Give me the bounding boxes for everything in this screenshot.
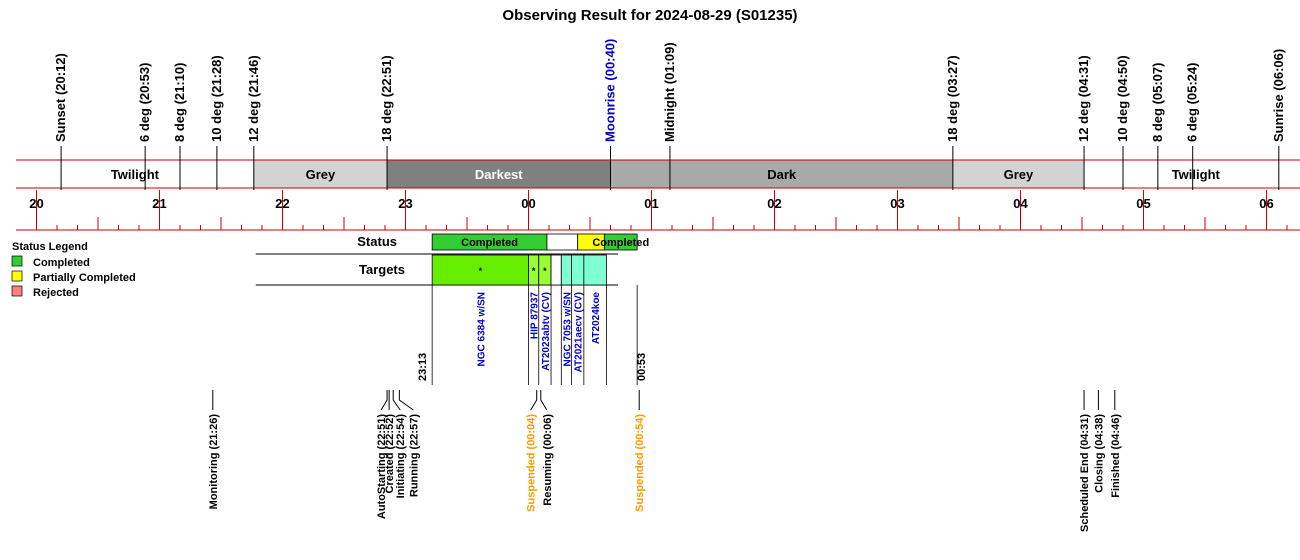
- sky-band-label: Darkest: [475, 167, 523, 182]
- operation-event-label: Resuming (00:06): [542, 414, 554, 506]
- axis-tick-label: 20: [29, 196, 43, 211]
- sky-event-label: 6 deg (05:24): [1185, 63, 1200, 142]
- status-target-rows: Status Targets Completed Completed: [255, 233, 649, 286]
- sky-event-label: Sunrise (06:06): [1271, 49, 1286, 142]
- operation-event-label: Initiating (22:54): [395, 414, 407, 499]
- target-marker: *: [543, 266, 547, 276]
- legend-swatch: [11, 270, 23, 282]
- target-name-label: AT2021aecv (CV): [574, 292, 585, 372]
- legend-swatch: [11, 285, 23, 297]
- target-bar: [583, 254, 607, 286]
- legend-swatch: [11, 255, 23, 267]
- status-segment: [546, 233, 579, 251]
- sky-event-label: 12 deg (04:31): [1076, 55, 1091, 142]
- target-bar: [431, 254, 529, 286]
- operation-event-label: Scheduled End (04:31): [1079, 414, 1091, 532]
- target-name-label: NGC 7053 w/SN: [562, 292, 573, 366]
- axis-tick-label: 00: [521, 196, 535, 211]
- sky-band-0: [16, 160, 254, 188]
- target-time-label: 23:13: [417, 353, 429, 381]
- sky-band-label: Grey: [306, 167, 336, 182]
- sky-band-2: [387, 160, 611, 188]
- sky-band-label: Grey: [1004, 167, 1034, 182]
- axis-tick-label: 21: [152, 196, 166, 211]
- sky-band-label: Twilight: [1172, 167, 1221, 182]
- axis-tick-label: 23: [398, 196, 412, 211]
- legend-label: Partially Completed: [33, 272, 136, 284]
- status-segment: [603, 233, 638, 251]
- legend-label: Completed: [33, 257, 90, 269]
- axis-tick-label: 06: [1259, 196, 1273, 211]
- axis-tick-label: 22: [275, 196, 289, 211]
- sky-event-label: 10 deg (21:28): [209, 55, 224, 142]
- axis-tick-label: 02: [767, 196, 781, 211]
- target-name-label: AT2024koe: [591, 292, 602, 345]
- axis-tick-label: 05: [1136, 196, 1150, 211]
- operation-event-line: [540, 390, 548, 411]
- operation-event-line: [392, 390, 401, 411]
- sky-event-label: Moonrise (00:40): [603, 39, 618, 142]
- target-bar: [571, 254, 585, 286]
- operation-event-label: AutoStarting (22:51): [376, 414, 388, 519]
- sky-event-label: 8 deg (21:10): [172, 63, 187, 142]
- sky-event-label: 8 deg (05:07): [1150, 63, 1165, 142]
- operation-event-label: Finished (04:46): [1110, 414, 1122, 498]
- target-name-label: HIP 87937: [530, 292, 541, 340]
- target-marker: *: [532, 266, 536, 276]
- status-legend: Status Legend Completed Partially Complete…: [11, 241, 136, 299]
- sky-event-label: 18 deg (22:51): [379, 55, 394, 142]
- target-name-label: AT2023abtv (CV): [541, 292, 552, 371]
- legend-title: Status Legend: [12, 241, 88, 253]
- targets-row-label: Targets: [359, 262, 405, 277]
- target-time-label: 00:53: [636, 353, 648, 381]
- operation-event-label: Suspended (00:04): [526, 414, 538, 512]
- sky-event-label: Midnight (01:09): [662, 42, 677, 142]
- sky-event-label: 6 deg (20:53): [137, 63, 152, 142]
- target-bar: [560, 254, 572, 286]
- sky-event-label: 12 deg (21:46): [246, 55, 261, 142]
- target-marker: *: [479, 266, 483, 276]
- status-segment-label: Completed: [592, 237, 649, 249]
- operation-event-label: Monitoring (21:26): [208, 414, 220, 510]
- operation-event-label: Closing (04:38): [1093, 414, 1105, 493]
- axis-tick-label: 03: [890, 196, 904, 211]
- operation-event-line: [530, 390, 538, 411]
- axis-tick-label: 04: [1013, 196, 1028, 211]
- sky-band-4: [952, 160, 1085, 188]
- operation-event-label: Running (22:57): [408, 414, 420, 497]
- axis-tick-label: 01: [644, 196, 658, 211]
- target-bar: [550, 254, 562, 286]
- operation-events: Monitoring (21:26) AutoStarting (22:51)Cr…: [208, 390, 1122, 532]
- sky-band-label: Twilight: [111, 167, 160, 182]
- sky-band-3: [610, 160, 953, 188]
- sky-band-5: [1084, 160, 1300, 188]
- sky-event-label: Sunset (20:12): [53, 53, 68, 142]
- status-row-label: Status: [357, 234, 397, 249]
- legend-label: Rejected: [33, 287, 79, 299]
- sky-event-label: 18 deg (03:27): [945, 55, 960, 142]
- chart-title: Observing Result for 2024-08-29 (S01235): [502, 7, 797, 24]
- sky-band-1: [253, 160, 388, 188]
- target-name-label: NGC 6384 w/SN: [476, 292, 487, 366]
- time-axis: 20 21 22 23 00 01 02 03 04 05 06: [16, 190, 1300, 231]
- target-bars: * NGC 6384 w/SN * HIP 87937 * AT2023abtv (CV)…: [417, 254, 648, 385]
- operation-event-line: [398, 390, 414, 411]
- operation-event-label: Created (22:52): [384, 414, 396, 494]
- sky-event-label: 10 deg (04:50): [1115, 55, 1130, 142]
- status-segment-label: Completed: [461, 237, 518, 249]
- sky-events: Sunset (20:12) 6 deg (20:53) 8 deg (21:10)…: [53, 39, 1286, 190]
- sky-bands: Twilight Grey Darkest Dark Grey Twilight: [16, 159, 1300, 189]
- operation-event-label: Suspended (00:54): [634, 414, 646, 512]
- sky-band-label: Dark: [767, 167, 797, 182]
- operation-event-line: [380, 390, 388, 411]
